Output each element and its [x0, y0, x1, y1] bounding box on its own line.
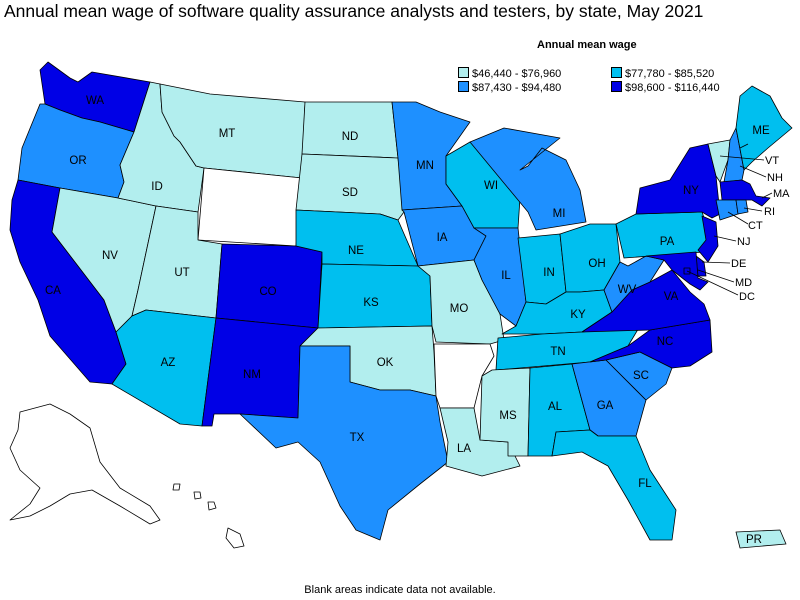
label-wv: WV [618, 284, 637, 296]
state-nc[interactable] [589, 319, 713, 369]
label-ny: NY [683, 185, 699, 197]
label-in: IN [543, 267, 555, 279]
hawaii-islet [172, 483, 181, 491]
label-ga: GA [597, 400, 614, 412]
label-la: LA [457, 443, 471, 455]
state-nd[interactable] [301, 101, 399, 159]
label-az: AZ [161, 357, 176, 369]
label-wi: WI [484, 180, 498, 192]
label-ia: IA [437, 232, 448, 244]
label-ks: KS [363, 297, 379, 309]
label-ct: CT [748, 220, 763, 232]
state-ct[interactable] [715, 199, 739, 221]
label-sc: SC [633, 370, 649, 382]
label-nm: NM [243, 369, 261, 381]
label-nj: NJ [737, 236, 750, 248]
label-mn: MN [416, 160, 434, 172]
label-mo: MO [450, 303, 469, 315]
label-nc: NC [657, 336, 674, 348]
label-ms: MS [499, 410, 517, 422]
legend-swatch [611, 67, 622, 78]
legend-label: $46,440 - $76,960 [472, 68, 562, 80]
state-ny[interactable] [635, 143, 721, 219]
label-fl: FL [638, 478, 652, 490]
legend-item-tier4: $98,600 - $116,440 [611, 81, 720, 94]
label-pa: PA [660, 236, 675, 248]
label-or: OR [69, 155, 86, 167]
label-oh: OH [588, 258, 605, 270]
legend-label: $98,600 - $116,440 [625, 82, 720, 94]
state-hi[interactable] [225, 527, 245, 549]
state-fl[interactable] [551, 429, 677, 541]
label-md: MD [735, 277, 752, 289]
state-md[interactable] [645, 251, 709, 291]
label-tx: TX [350, 432, 365, 444]
label-il: IL [501, 270, 511, 282]
state-pr[interactable] [735, 529, 787, 549]
state-pa[interactable] [615, 211, 713, 259]
label-ok: OK [377, 357, 394, 369]
label-de: DE [731, 258, 746, 270]
label-nd: ND [342, 131, 359, 143]
label-dc: DC [739, 291, 755, 303]
legend-item-tier3: $87,430 - $94,480 [458, 81, 561, 94]
legend-swatch [458, 81, 469, 92]
legend-title: Annual mean wage [537, 39, 637, 51]
map-title: Annual mean wage of software quality ass… [4, 1, 704, 21]
label-al: AL [548, 401, 563, 413]
state-mt[interactable] [159, 83, 306, 179]
label-ca: CA [45, 285, 61, 297]
footnote: Blank areas indicate data not available. [304, 584, 496, 596]
label-sd: SD [342, 187, 358, 199]
legend-item-tier2: $77,780 - $85,520 [611, 67, 714, 80]
label-ma: MA [773, 188, 790, 200]
legend-swatch [611, 81, 622, 92]
label-pr: PR [746, 534, 762, 546]
label-mt: MT [219, 128, 236, 140]
state-in[interactable] [517, 233, 567, 305]
state-ri[interactable] [735, 199, 749, 215]
legend-swatch [458, 67, 469, 78]
label-va: VA [664, 291, 679, 303]
hawaii-islet [193, 491, 202, 500]
state-vt[interactable] [707, 139, 731, 183]
state-tx[interactable] [239, 345, 449, 541]
label-me: ME [752, 125, 770, 137]
label-vt: VT [765, 155, 779, 167]
state-ar[interactable] [433, 343, 495, 409]
state-wy[interactable] [197, 167, 303, 247]
label-ky: KY [570, 309, 586, 321]
label-id: ID [151, 181, 163, 193]
state-la[interactable] [439, 407, 521, 477]
label-ri: RI [764, 206, 775, 218]
label-ne: NE [348, 245, 364, 257]
state-ak[interactable] [9, 403, 161, 525]
legend-item-tier1: $46,440 - $76,960 [458, 67, 561, 80]
hawaii-islet [207, 501, 217, 511]
label-nv: NV [102, 250, 118, 262]
label-wa: WA [86, 95, 104, 107]
label-nh: NH [767, 172, 783, 184]
label-mi: MI [553, 208, 566, 220]
state-mi[interactable] [469, 127, 587, 231]
label-ut: UT [174, 267, 189, 279]
state-ks[interactable] [317, 263, 433, 329]
state-me[interactable] [735, 85, 793, 171]
legend-label: $77,780 - $85,520 [625, 68, 715, 80]
label-tn: TN [550, 346, 565, 358]
callout-lines [686, 143, 773, 296]
label-co: CO [259, 286, 276, 298]
legend-label: $87,430 - $94,480 [472, 82, 562, 94]
